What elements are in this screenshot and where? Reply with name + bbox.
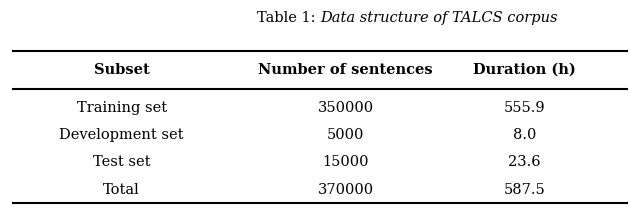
Text: Test set: Test set	[93, 156, 150, 169]
Text: Duration (h): Duration (h)	[474, 63, 576, 77]
Text: Number of sentences: Number of sentences	[259, 63, 433, 77]
Text: Data structure of TALCS corpus: Data structure of TALCS corpus	[320, 11, 557, 24]
Text: 5000: 5000	[327, 128, 364, 142]
Text: 8.0: 8.0	[513, 128, 536, 142]
Text: Subset: Subset	[93, 63, 150, 77]
Text: 350000: 350000	[317, 101, 374, 115]
Text: 15000: 15000	[323, 156, 369, 169]
Text: 587.5: 587.5	[504, 183, 546, 197]
Text: 23.6: 23.6	[509, 156, 541, 169]
Text: Table 1:: Table 1:	[257, 11, 320, 24]
Text: Total: Total	[103, 183, 140, 197]
Text: Development set: Development set	[60, 128, 184, 142]
Text: 370000: 370000	[317, 183, 374, 197]
Text: 555.9: 555.9	[504, 101, 546, 115]
Text: Training set: Training set	[77, 101, 166, 115]
